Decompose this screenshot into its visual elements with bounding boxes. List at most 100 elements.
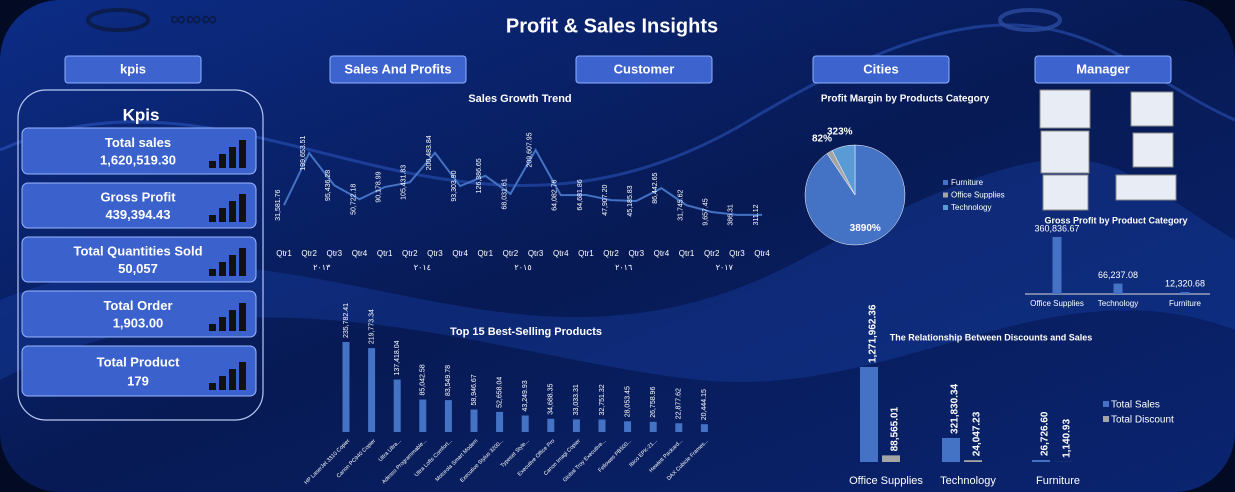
kpi-icon-bar <box>239 248 246 276</box>
data-label: 28,053.45 <box>624 386 631 417</box>
data-label: 22,877.62 <box>676 388 683 419</box>
nav-button-label: Sales And Profits <box>344 61 451 76</box>
kpi-icon-bar <box>229 147 236 168</box>
nav-button[interactable]: Manager <box>1034 55 1172 84</box>
data-label: 199,653.51 <box>300 135 307 170</box>
nav-button-bg <box>812 55 950 84</box>
kpi-panel <box>17 89 264 421</box>
kpi-label: Total Quantities Sold <box>73 244 202 259</box>
kpi-icon-bar <box>209 215 216 222</box>
nav-button-bg <box>1034 55 1172 84</box>
x-group-label: ٢٠١٥ <box>514 263 531 272</box>
kpi-icon-bar <box>229 369 236 390</box>
nav-button-bg <box>575 55 713 84</box>
data-label: 93,303.90 <box>451 170 458 201</box>
data-label: 26,726.60 <box>1040 411 1051 456</box>
kpi-panel-title: Kpis <box>123 105 160 124</box>
x-tick-label: Qtr2 <box>402 249 418 258</box>
bar <box>1113 283 1123 294</box>
kpi-card <box>21 290 257 338</box>
legend-swatch <box>1103 416 1109 422</box>
nav-button-bg <box>329 55 467 84</box>
manager-thumbnail <box>1039 89 1091 129</box>
legend-label: Total Sales <box>1111 400 1160 411</box>
kpi-value: 179 <box>127 373 149 388</box>
manager-thumbnail <box>1130 91 1174 127</box>
logo: ∞∞∞ <box>86 6 1062 32</box>
x-tick-label: Technology <box>1098 299 1138 308</box>
data-label: 31,745.62 <box>677 189 684 220</box>
kpi-card <box>21 236 257 283</box>
kpi-card <box>21 182 257 229</box>
data-label: 66,237.08 <box>1098 270 1138 280</box>
bar <box>547 418 555 432</box>
kpi-card <box>21 127 257 175</box>
data-label: 9,657.45 <box>703 198 710 225</box>
pie-label: 82% <box>812 134 832 145</box>
x-tick-label: Office Supplies <box>1030 299 1084 308</box>
data-label: 386.31 <box>728 204 735 226</box>
data-label: 95,436.28 <box>325 170 332 201</box>
x-tick-label: Qtr3 <box>628 249 644 258</box>
data-label: 83,549.78 <box>445 365 452 396</box>
legend-label: Technology <box>951 203 991 212</box>
nav-button[interactable]: kpis <box>64 55 202 84</box>
bar <box>675 423 683 432</box>
data-label: 34,688.35 <box>548 384 555 415</box>
data-label: 45,185.83 <box>627 185 634 216</box>
chart-title: Profit Margin by Products Category <box>821 94 990 105</box>
x-tick-label: Qtr3 <box>729 249 745 258</box>
bar <box>444 400 452 432</box>
kpi-icon-bar <box>239 194 246 222</box>
kpi-icon-bar <box>219 208 226 222</box>
data-label: 12,320.68 <box>1165 278 1205 288</box>
nav-button[interactable]: Customer <box>575 55 713 84</box>
manager-thumbnail <box>1042 174 1089 211</box>
kpi-icon-bar <box>209 161 216 168</box>
legend-swatch <box>943 192 948 198</box>
x-tick-label: Qtr2 <box>704 249 720 258</box>
bar <box>342 342 350 432</box>
x-tick-label: Qtr2 <box>603 249 619 258</box>
kpi-icon-bar <box>239 362 246 390</box>
nav-button-label: Customer <box>614 61 675 76</box>
chart-title: Gross Profit by Product Category <box>1044 215 1187 225</box>
data-label: 1,140.93 <box>1062 419 1073 458</box>
x-group-label: ٢٠١٣ <box>313 263 331 272</box>
bar <box>1180 292 1190 294</box>
bar <box>1052 237 1062 294</box>
bar <box>521 415 529 432</box>
data-label: 360,836.67 <box>1034 223 1079 233</box>
nav-button[interactable]: Sales And Profits <box>329 55 467 84</box>
x-group-label: ٢٠١٤ <box>414 263 431 272</box>
data-label: 31,581.76 <box>275 190 282 221</box>
kpi-card <box>21 345 257 397</box>
data-label: 47,907.20 <box>602 184 609 215</box>
data-label: 85,042.58 <box>420 364 427 395</box>
data-label: 33,033.31 <box>573 384 580 415</box>
kpi-icon-bar <box>219 317 226 331</box>
pie-label: 3890% <box>850 223 881 234</box>
kpi-icon-bar <box>229 201 236 222</box>
x-group-label: ٢٠١٦ <box>615 263 632 272</box>
data-label: 311.12 <box>753 204 760 225</box>
bar <box>649 421 657 432</box>
kpi-icon-bar <box>219 262 226 276</box>
data-label: 235,782.41 <box>343 303 350 338</box>
data-label: 321,830.34 <box>950 383 961 433</box>
data-label: 137,418.04 <box>394 340 401 375</box>
nav-button[interactable]: Cities <box>812 55 950 84</box>
kpi-icon-bar <box>219 376 226 390</box>
pie-label: 323% <box>827 126 853 137</box>
data-label: 64,082.76 <box>552 179 559 210</box>
x-tick-label: Qtr2 <box>301 249 317 258</box>
kpi-value: 1,903.00 <box>113 316 164 331</box>
nav-button-bg <box>64 55 202 84</box>
kpi-value: 1,620,519.30 <box>100 153 176 168</box>
data-label: 209,607.95 <box>526 132 533 167</box>
data-label: 86,442.65 <box>652 173 659 204</box>
x-tick-label: Qtr2 <box>503 249 519 258</box>
kpi-icon-bar <box>229 310 236 331</box>
x-tick-label: Qtr4 <box>352 249 368 258</box>
